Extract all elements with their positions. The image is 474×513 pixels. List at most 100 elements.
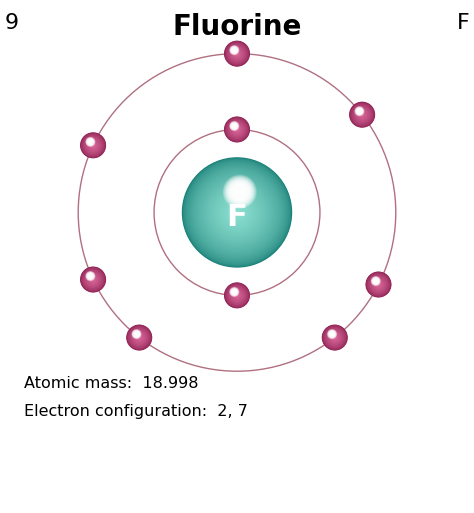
Circle shape bbox=[331, 334, 338, 341]
Circle shape bbox=[226, 285, 248, 306]
Circle shape bbox=[233, 125, 236, 127]
Circle shape bbox=[130, 328, 149, 347]
Circle shape bbox=[207, 183, 267, 243]
Circle shape bbox=[88, 140, 92, 144]
Circle shape bbox=[354, 106, 371, 123]
Circle shape bbox=[86, 272, 100, 287]
Circle shape bbox=[331, 333, 333, 336]
Circle shape bbox=[227, 203, 247, 223]
Circle shape bbox=[89, 275, 98, 284]
Circle shape bbox=[233, 185, 246, 199]
Circle shape bbox=[356, 108, 363, 114]
Circle shape bbox=[212, 188, 262, 237]
Circle shape bbox=[351, 104, 373, 125]
Circle shape bbox=[196, 171, 278, 253]
Circle shape bbox=[236, 128, 238, 131]
Circle shape bbox=[228, 203, 246, 222]
Circle shape bbox=[357, 109, 362, 113]
Circle shape bbox=[235, 293, 239, 298]
Circle shape bbox=[236, 52, 238, 55]
Circle shape bbox=[358, 111, 366, 119]
Circle shape bbox=[238, 190, 241, 193]
Circle shape bbox=[230, 205, 244, 220]
Circle shape bbox=[368, 274, 389, 295]
Circle shape bbox=[201, 177, 273, 248]
Circle shape bbox=[139, 337, 140, 338]
Circle shape bbox=[135, 333, 138, 336]
Circle shape bbox=[89, 140, 92, 144]
Circle shape bbox=[234, 50, 235, 51]
Circle shape bbox=[134, 332, 145, 343]
Circle shape bbox=[355, 107, 370, 122]
Circle shape bbox=[331, 333, 333, 335]
Circle shape bbox=[359, 112, 365, 117]
Circle shape bbox=[232, 291, 242, 300]
Circle shape bbox=[328, 330, 336, 338]
Circle shape bbox=[133, 331, 140, 338]
Circle shape bbox=[90, 276, 97, 283]
Circle shape bbox=[137, 335, 142, 340]
Circle shape bbox=[327, 330, 343, 345]
Circle shape bbox=[90, 143, 96, 148]
Circle shape bbox=[129, 328, 149, 347]
Circle shape bbox=[228, 180, 252, 204]
Circle shape bbox=[332, 335, 337, 340]
Text: VectorStock: VectorStock bbox=[14, 488, 94, 502]
Circle shape bbox=[228, 181, 251, 203]
Circle shape bbox=[231, 289, 237, 295]
Circle shape bbox=[92, 279, 94, 281]
Circle shape bbox=[372, 277, 380, 285]
Circle shape bbox=[88, 140, 99, 151]
Circle shape bbox=[234, 125, 235, 127]
Circle shape bbox=[231, 48, 243, 60]
Circle shape bbox=[89, 274, 92, 278]
Circle shape bbox=[227, 285, 247, 306]
Circle shape bbox=[84, 136, 102, 154]
Circle shape bbox=[187, 163, 287, 262]
Circle shape bbox=[217, 192, 257, 232]
Circle shape bbox=[332, 334, 337, 341]
Circle shape bbox=[328, 330, 336, 338]
Circle shape bbox=[225, 42, 249, 66]
Circle shape bbox=[224, 176, 255, 207]
Circle shape bbox=[91, 278, 95, 281]
Circle shape bbox=[351, 103, 374, 126]
Circle shape bbox=[232, 49, 242, 58]
Circle shape bbox=[328, 330, 342, 345]
Circle shape bbox=[232, 124, 237, 128]
Circle shape bbox=[234, 210, 240, 215]
Circle shape bbox=[229, 122, 245, 137]
Circle shape bbox=[361, 114, 363, 115]
Circle shape bbox=[191, 166, 283, 259]
Circle shape bbox=[86, 138, 94, 146]
Circle shape bbox=[373, 278, 379, 284]
Circle shape bbox=[226, 284, 248, 307]
Circle shape bbox=[325, 328, 345, 347]
Circle shape bbox=[135, 333, 144, 342]
Circle shape bbox=[91, 278, 95, 282]
Circle shape bbox=[198, 173, 276, 251]
Circle shape bbox=[229, 204, 245, 221]
Circle shape bbox=[87, 139, 100, 152]
Circle shape bbox=[204, 180, 270, 245]
Circle shape bbox=[234, 292, 240, 299]
Circle shape bbox=[211, 187, 263, 238]
Circle shape bbox=[354, 107, 370, 123]
Circle shape bbox=[229, 288, 245, 303]
Circle shape bbox=[236, 52, 238, 55]
Circle shape bbox=[138, 337, 140, 339]
Circle shape bbox=[226, 284, 248, 306]
Circle shape bbox=[82, 268, 104, 291]
Circle shape bbox=[233, 291, 241, 300]
Circle shape bbox=[83, 135, 103, 155]
Circle shape bbox=[137, 336, 141, 339]
Circle shape bbox=[220, 195, 254, 230]
Circle shape bbox=[84, 136, 102, 154]
Circle shape bbox=[225, 284, 249, 307]
Circle shape bbox=[334, 337, 336, 339]
Circle shape bbox=[208, 183, 266, 242]
Circle shape bbox=[326, 329, 343, 346]
Circle shape bbox=[230, 47, 244, 60]
Circle shape bbox=[90, 277, 96, 283]
Circle shape bbox=[232, 208, 242, 217]
